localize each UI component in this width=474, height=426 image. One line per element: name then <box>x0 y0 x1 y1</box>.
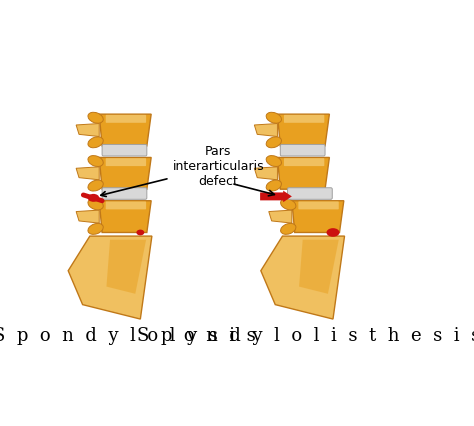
FancyBboxPatch shape <box>106 201 146 210</box>
Polygon shape <box>99 158 151 189</box>
Polygon shape <box>292 201 344 233</box>
FancyBboxPatch shape <box>280 144 325 156</box>
FancyBboxPatch shape <box>284 115 324 123</box>
Ellipse shape <box>88 112 103 123</box>
Ellipse shape <box>281 199 296 210</box>
Ellipse shape <box>88 137 103 148</box>
Ellipse shape <box>88 223 103 234</box>
FancyArrow shape <box>260 190 292 202</box>
FancyBboxPatch shape <box>106 158 146 166</box>
Polygon shape <box>299 240 339 294</box>
Ellipse shape <box>88 180 103 191</box>
Text: S  p  o  n  d  y  l  o  l  i  s  t  h  e  s  i  s: S p o n d y l o l i s t h e s i s <box>137 327 474 345</box>
Polygon shape <box>277 114 329 146</box>
Ellipse shape <box>137 230 144 236</box>
Text: S  p  o  n  d  y  l  o  l  y  s  i  s: S p o n d y l o l y s i s <box>0 327 256 345</box>
Polygon shape <box>76 124 99 136</box>
Ellipse shape <box>266 112 282 123</box>
FancyBboxPatch shape <box>106 115 146 123</box>
Polygon shape <box>261 236 345 319</box>
Ellipse shape <box>266 180 282 191</box>
Polygon shape <box>76 167 99 180</box>
Ellipse shape <box>266 155 282 167</box>
Polygon shape <box>255 167 277 180</box>
Polygon shape <box>107 240 146 294</box>
Ellipse shape <box>327 228 339 237</box>
Ellipse shape <box>88 199 103 210</box>
Ellipse shape <box>266 137 282 148</box>
Polygon shape <box>269 210 292 223</box>
FancyBboxPatch shape <box>298 201 339 210</box>
FancyBboxPatch shape <box>102 144 147 156</box>
Text: Pars
interarticularis
defect: Pars interarticularis defect <box>101 144 264 196</box>
Polygon shape <box>68 236 152 319</box>
Polygon shape <box>76 210 99 223</box>
Polygon shape <box>277 158 329 189</box>
FancyBboxPatch shape <box>288 188 332 199</box>
Ellipse shape <box>88 155 103 167</box>
Ellipse shape <box>281 223 296 234</box>
FancyBboxPatch shape <box>284 158 324 166</box>
FancyBboxPatch shape <box>102 188 147 199</box>
Polygon shape <box>255 124 277 136</box>
Polygon shape <box>99 114 151 146</box>
Ellipse shape <box>88 194 99 202</box>
Polygon shape <box>99 201 151 233</box>
